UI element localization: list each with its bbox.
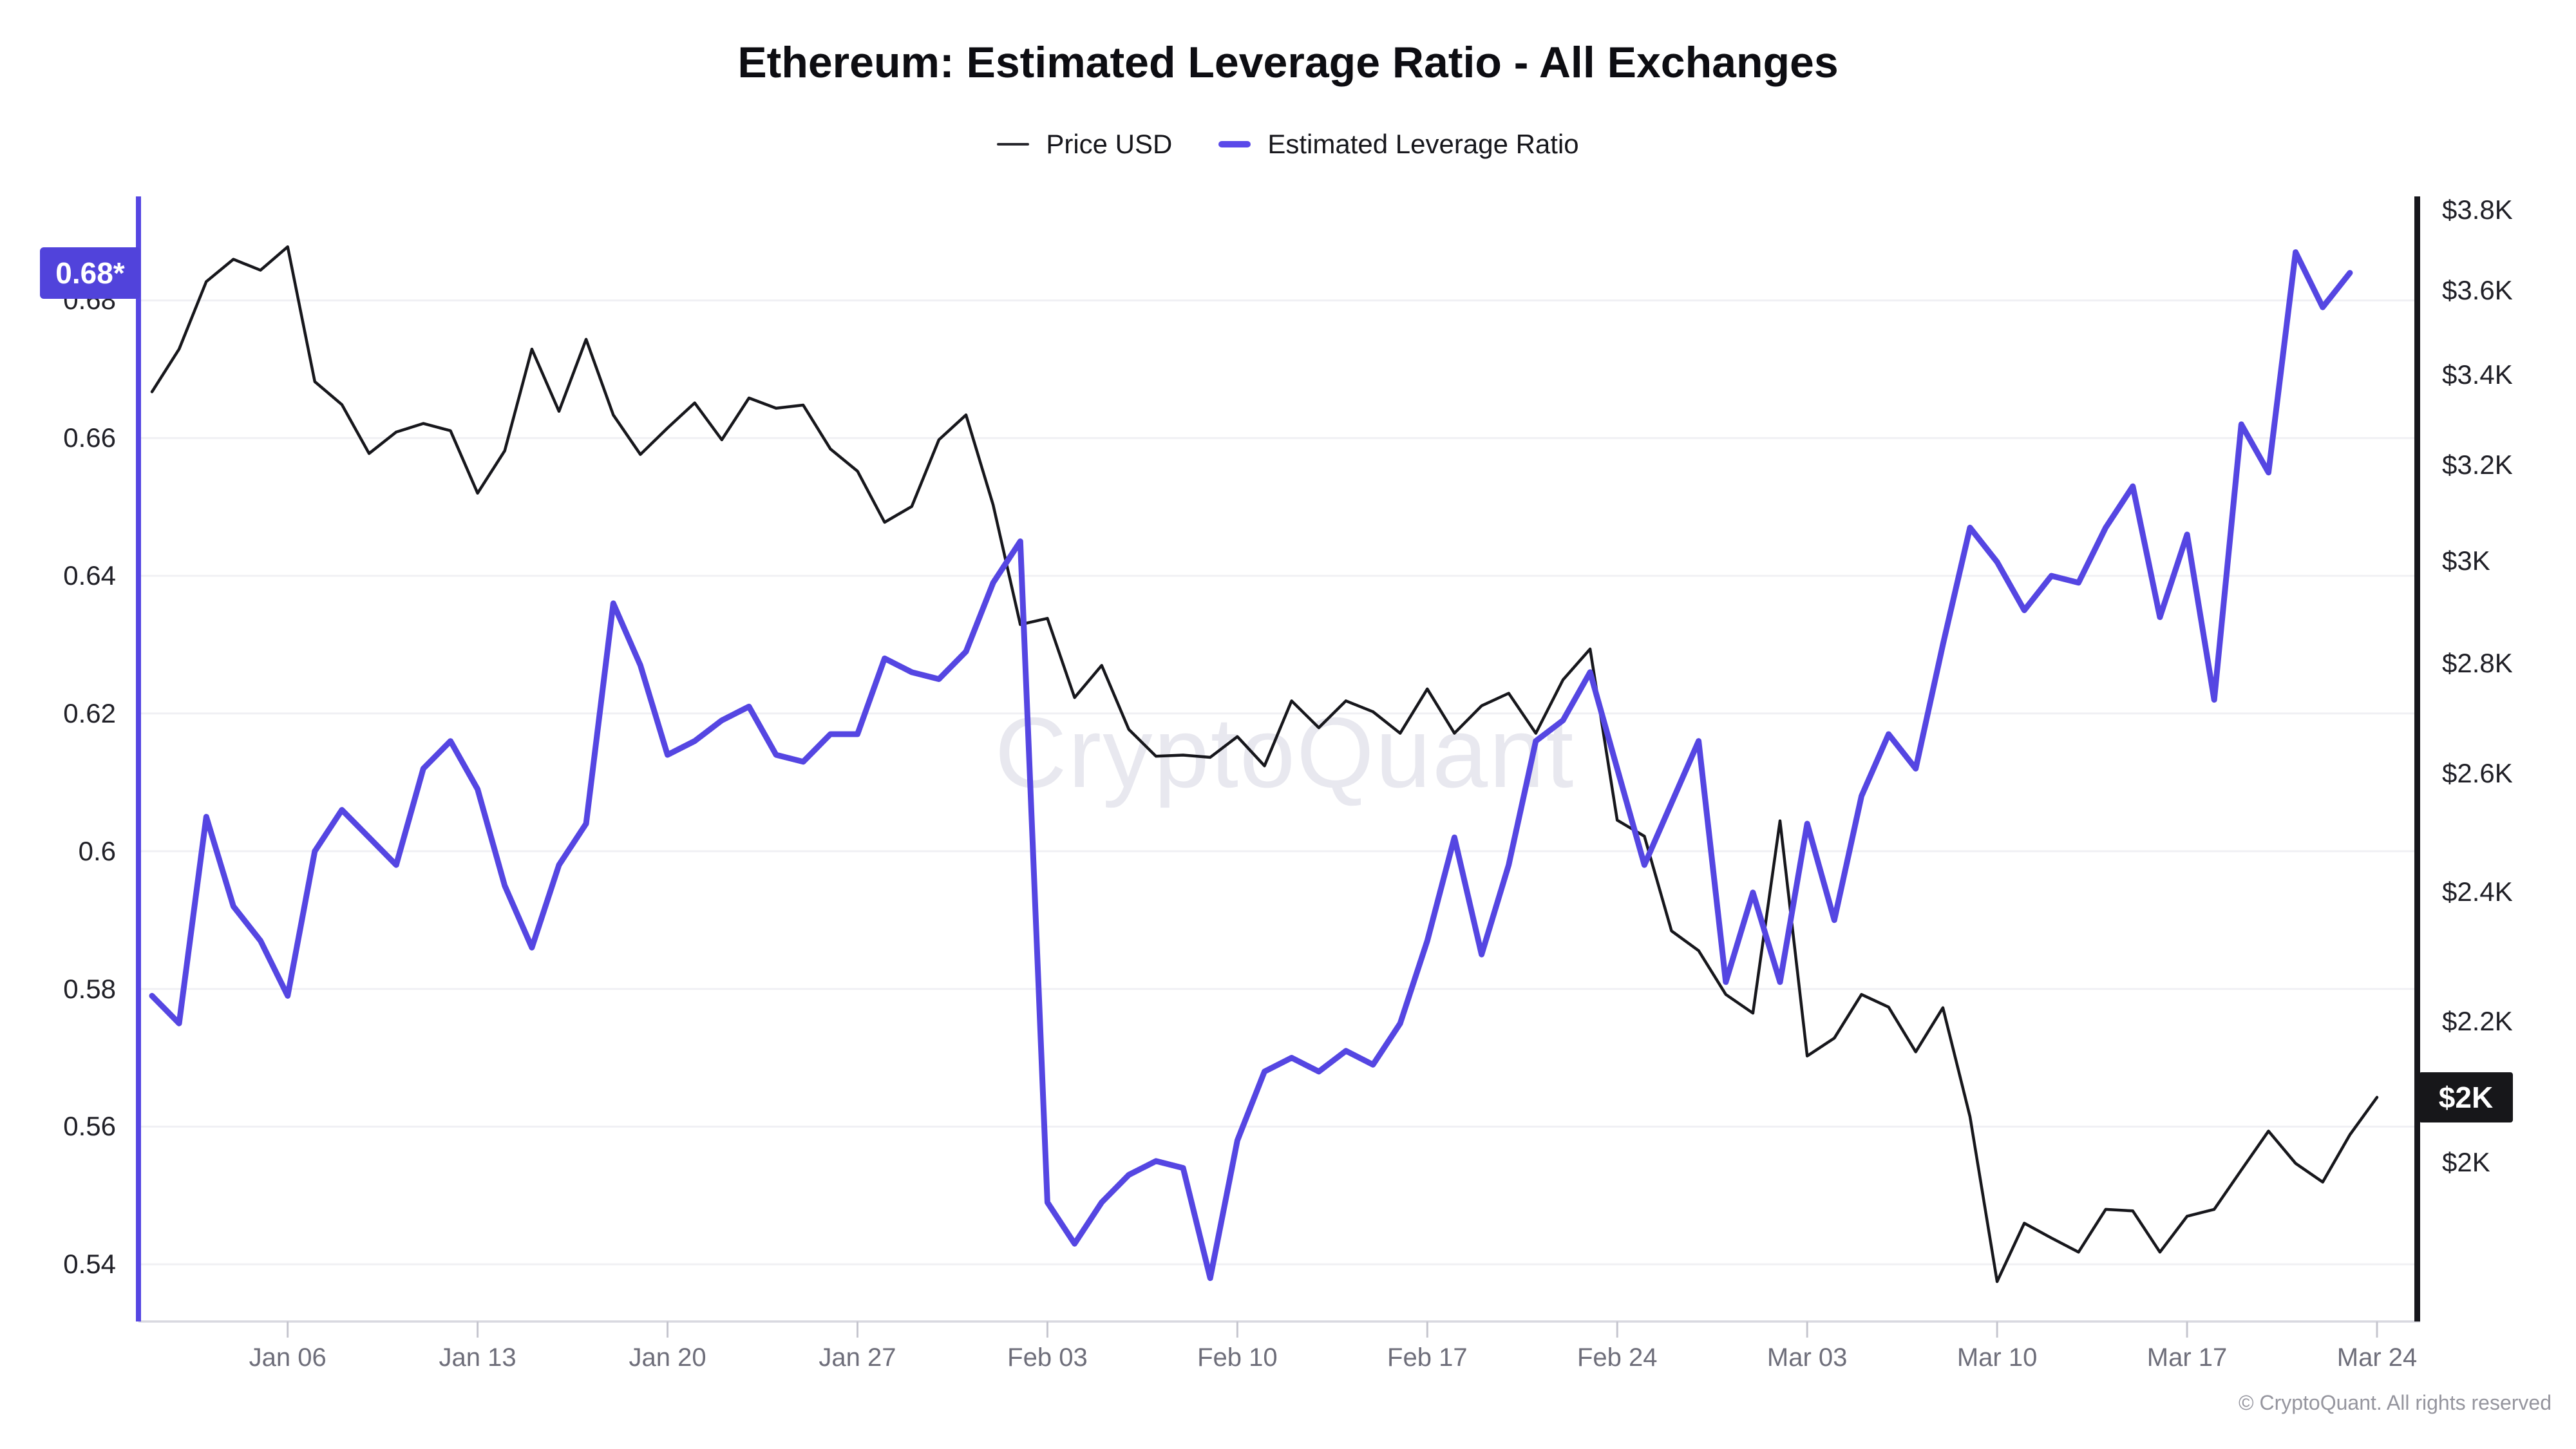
x-axis-tick-label: Jan 13 xyxy=(439,1343,516,1372)
y-left-tick-label: 0.54 xyxy=(63,1249,116,1280)
legend-label: Price USD xyxy=(1046,129,1173,159)
y-right-tick-label: $3.6K xyxy=(2442,274,2513,305)
y-right-tick-label: $2.6K xyxy=(2442,757,2513,788)
x-axis-tick-label: Jan 20 xyxy=(629,1343,706,1372)
leverage-line-dash-icon xyxy=(1218,141,1251,147)
y-right-tick-label: $3.4K xyxy=(2442,359,2513,390)
x-axis-tick-label: Mar 17 xyxy=(2146,1343,2228,1372)
current-leverage-badge: 0.68* xyxy=(40,247,140,299)
y-left-tick-label: 0.64 xyxy=(63,560,116,591)
x-axis-tick-label: Feb 10 xyxy=(1197,1343,1278,1372)
legend-item-estimated-leverage-ratio[interactable]: Estimated Leverage Ratio xyxy=(1218,129,1579,160)
x-axis-tick-label: Jan 06 xyxy=(249,1343,327,1372)
y-left-tick-label: 0.6 xyxy=(78,835,116,866)
y-right-tick-label: $2.8K xyxy=(2442,647,2513,678)
y-left-tick-label: 0.58 xyxy=(63,973,116,1004)
legend-item-price-usd[interactable]: Price USD xyxy=(997,129,1172,160)
y-right-tick-label: $2.2K xyxy=(2442,1005,2513,1036)
x-axis-tick-label: Mar 10 xyxy=(1956,1343,2038,1372)
y-right-tick-label: $3.8K xyxy=(2442,194,2513,225)
y-left-tick-label: 0.56 xyxy=(63,1111,116,1142)
x-axis-tick-label: Feb 17 xyxy=(1387,1343,1468,1372)
price-line-dash-icon xyxy=(997,143,1030,146)
x-axis-tick-label: Jan 27 xyxy=(819,1343,896,1372)
y-left-tick-label: 0.62 xyxy=(63,697,116,728)
y-right-tick-label: $2.4K xyxy=(2442,876,2513,907)
x-axis-tick-label: Feb 03 xyxy=(1007,1343,1088,1372)
y-left-tick-label: 0.66 xyxy=(63,422,116,453)
x-axis-tick-label: Mar 24 xyxy=(2336,1343,2418,1372)
x-axis-tick-label: Feb 24 xyxy=(1577,1343,1658,1372)
y-right-tick-label: $3.2K xyxy=(2442,450,2513,480)
legend-label: Estimated Leverage Ratio xyxy=(1267,129,1579,159)
right-axis-line xyxy=(2414,196,2420,1321)
legend: Price USD Estimated Leverage Ratio xyxy=(0,129,2576,160)
x-axis-tick-label: Mar 03 xyxy=(1766,1343,1848,1372)
chart-title: Ethereum: Estimated Leverage Ratio - All… xyxy=(737,38,1839,87)
left-axis-line xyxy=(136,196,141,1321)
price-line xyxy=(150,245,2379,1283)
copyright-text: © CryptoQuant. All rights reserved xyxy=(2239,1391,2552,1414)
y-right-tick-label: $2K xyxy=(2442,1147,2490,1178)
y-right-tick-label: $3K xyxy=(2442,545,2490,576)
leverage-line xyxy=(149,249,2353,1282)
current-price-badge: $2K xyxy=(2419,1072,2513,1122)
